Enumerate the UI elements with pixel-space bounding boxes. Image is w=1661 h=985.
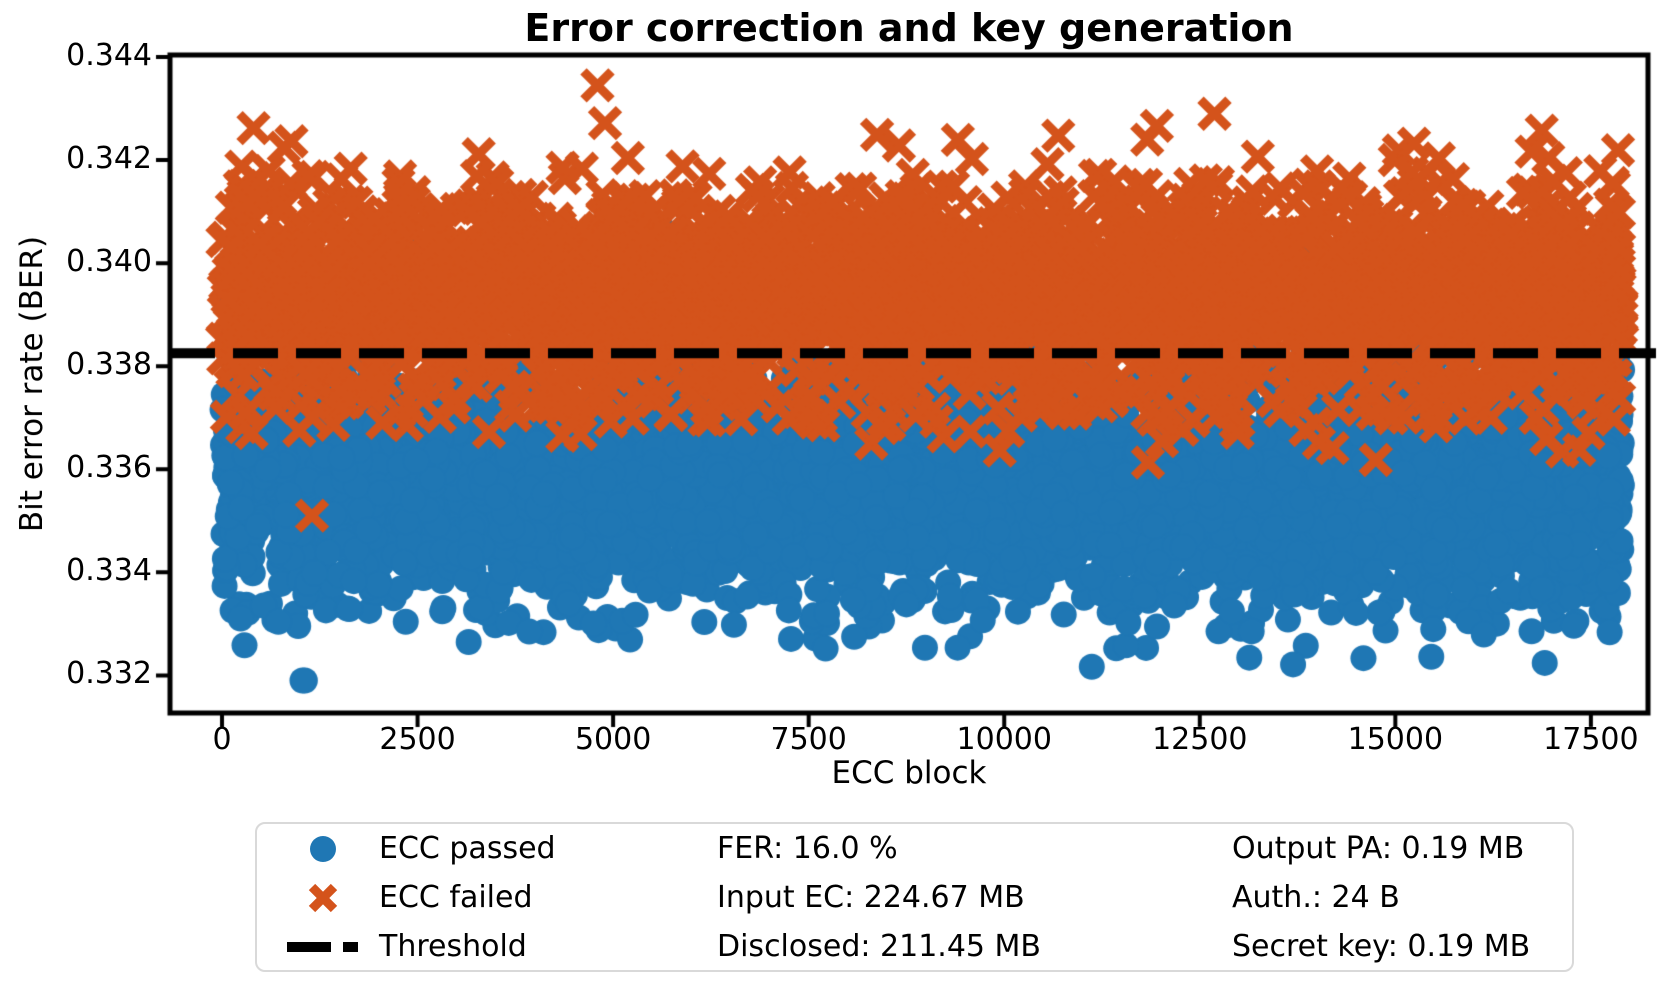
legend-item-label: ECC passed (379, 831, 556, 866)
legend-item-ecc-passed: ECC passed (287, 824, 556, 873)
threshold-marker-icon (287, 941, 359, 953)
x-axis-label: ECC block (831, 755, 987, 791)
y-tick-label: 0.338 (66, 347, 152, 383)
legend-item-ecc-failed: ECC failed (287, 873, 556, 922)
x-tick-label: 17500 (1543, 722, 1639, 757)
x-tick-label: 0 (212, 722, 232, 757)
x-tick-label: 15000 (1347, 722, 1444, 757)
y-tick-label: 0.334 (66, 553, 152, 589)
legend-stat-input-ec: Input EC: 224.67 MB (717, 880, 1025, 915)
x-tick-label: 7500 (770, 722, 847, 757)
x-tick-label: 12500 (1152, 722, 1248, 757)
chart-title: Error correction and key generation (524, 6, 1294, 50)
legend-stat-fer: FER: 16.0 % (717, 831, 898, 866)
y-tick-label: 0.332 (66, 656, 152, 692)
y-axis-label: Bit error rate (BER) (14, 235, 50, 533)
legend-stat-output-pa: Output PA: 0.19 MB (1232, 831, 1525, 866)
x-tick-label: 2500 (379, 722, 456, 757)
x-tick-label: 10000 (956, 722, 1052, 757)
y-tick-label: 0.342 (66, 141, 152, 177)
y-tick-label: 0.344 (66, 38, 152, 74)
legend-item-label: Threshold (379, 929, 527, 964)
legend-item-threshold: Threshold (287, 922, 556, 971)
legend-stats-column-1: FER: 16.0 % Input EC: 224.67 MB Disclose… (717, 824, 1041, 971)
legend-stat-secret-key: Secret key: 0.19 MB (1232, 929, 1531, 964)
legend-box (255, 822, 1574, 972)
ecc-passed-marker-icon (287, 832, 359, 866)
ecc-failed-marker-icon (287, 881, 359, 915)
y-tick-label: 0.336 (66, 450, 152, 486)
legend-stats-column-2: Output PA: 0.19 MB Auth.: 24 B Secret ke… (1232, 824, 1530, 971)
legend-stat-disclosed: Disclosed: 211.45 MB (717, 929, 1041, 964)
legend-item-label: ECC failed (379, 880, 533, 915)
x-tick-label: 5000 (574, 722, 652, 757)
legend-series-column: ECC passed ECC failed Threshold (287, 824, 556, 971)
legend-stat-auth: Auth.: 24 B (1232, 880, 1400, 915)
y-tick-label: 0.340 (66, 244, 152, 280)
